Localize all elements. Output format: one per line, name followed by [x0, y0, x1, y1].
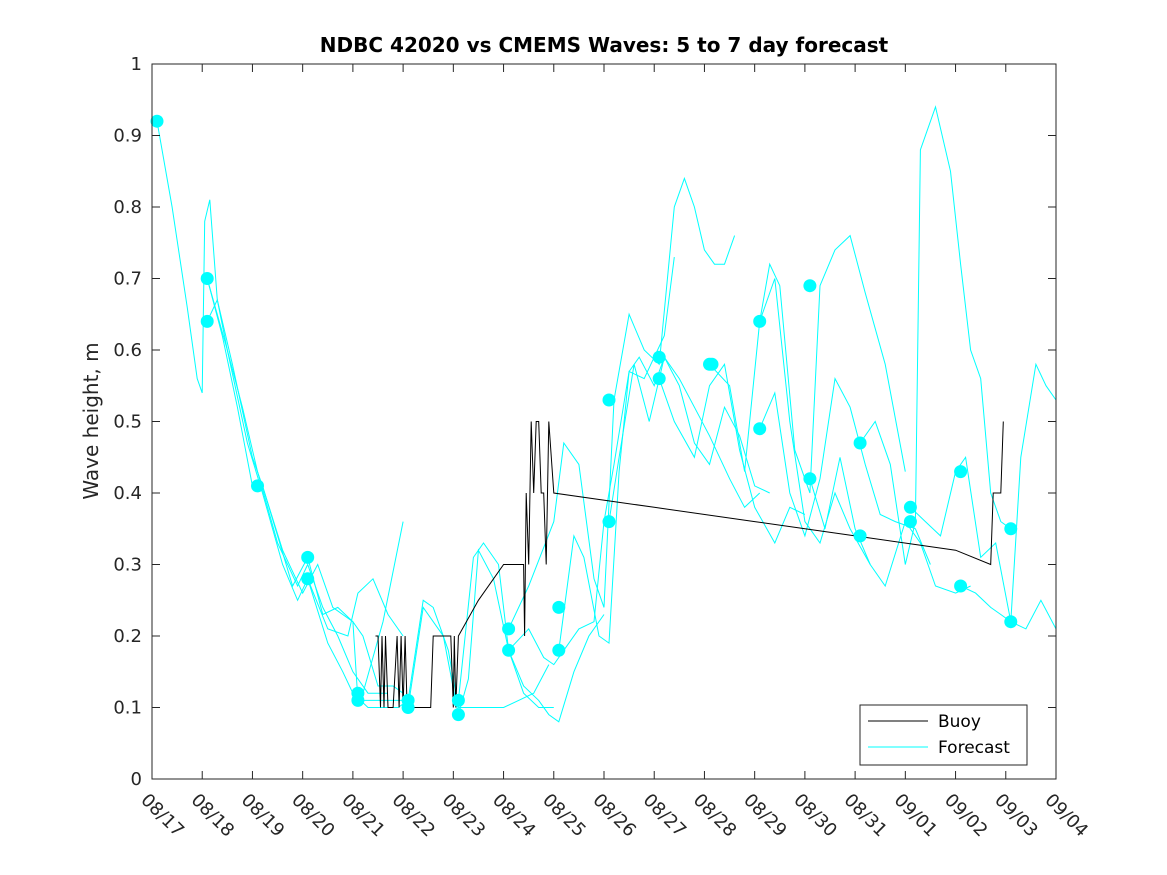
forecast-start-marker — [301, 572, 315, 586]
forecast-start-marker — [552, 600, 566, 614]
y-tick-label: 0.3 — [113, 555, 142, 576]
forecast-start-marker — [753, 314, 767, 328]
data-layer — [150, 105, 1057, 723]
legend-box — [859, 704, 1028, 766]
forecast-start-marker — [903, 500, 917, 514]
legend: Buoy Forecast — [859, 704, 1028, 766]
forecast-start-marker — [753, 422, 767, 436]
forecast-start-marker — [451, 693, 465, 707]
forecast-start-marker — [200, 314, 214, 328]
forecast-start-marker — [502, 622, 516, 636]
y-axis-label: Wave height, m — [79, 342, 103, 499]
y-tick-label: 1 — [131, 54, 142, 75]
forecast-start-marker — [251, 479, 264, 493]
y-tick-label: 0.7 — [113, 269, 142, 290]
forecast-line-17 — [809, 457, 971, 594]
y-tick-label: 0.8 — [113, 197, 142, 218]
forecast-start-marker — [803, 279, 817, 293]
forecast-start-marker — [954, 465, 968, 479]
forecast-line-11 — [558, 356, 761, 651]
y-tick-label: 0.6 — [113, 340, 142, 361]
forecast-start-marker — [954, 579, 968, 593]
forecast-line-14 — [709, 278, 871, 565]
forecast-start-marker — [502, 643, 516, 657]
forecast-start-marker — [1004, 615, 1018, 629]
forecast-start-marker — [1004, 522, 1018, 536]
legend-buoy-label: Buoy — [938, 712, 981, 732]
forecast-line-1 — [156, 121, 388, 694]
forecast-start-marker — [705, 357, 719, 371]
buoy-line — [375, 421, 1004, 708]
chart-title: NDBC 42020 vs CMEMS Waves: 5 to 7 day fo… — [320, 33, 889, 57]
y-tick-label: 0.2 — [113, 626, 142, 647]
y-tick-label: 0 — [131, 769, 142, 790]
plot-area — [152, 64, 1056, 779]
forecast-start-marker — [200, 272, 214, 285]
forecast-start-marker — [552, 643, 566, 657]
legend-forecast-label: Forecast — [938, 738, 1010, 758]
forecast-line-15 — [759, 234, 906, 494]
y-tick-label: 0.1 — [113, 698, 142, 719]
forecast-start-marker — [301, 550, 315, 564]
forecast-start-marker — [602, 393, 616, 407]
forecast-start-marker — [803, 472, 817, 486]
forecast-line-9 — [508, 257, 675, 666]
y-tick-label: 0.9 — [113, 126, 142, 147]
forecast-line-12 — [608, 355, 770, 522]
forecast-start-marker — [351, 693, 365, 707]
forecast-start-marker — [853, 529, 867, 543]
forecast-line-10 — [508, 176, 736, 630]
forecast-start-marker — [652, 350, 666, 364]
forecast-start-marker — [150, 114, 164, 128]
forecast-start-marker — [853, 436, 867, 450]
forecast-line-18 — [859, 105, 1012, 565]
forecast-start-marker — [451, 708, 465, 722]
forecast-line-19 — [910, 455, 1057, 630]
forecast-start-marker — [903, 515, 917, 529]
forecast-start-marker — [602, 515, 616, 529]
forecast-start-marker — [401, 701, 415, 714]
y-tick-label: 0.5 — [113, 412, 142, 433]
y-tick-label: 0.4 — [113, 483, 142, 504]
forecast-line-8 — [457, 542, 605, 723]
forecast-start-marker — [652, 372, 666, 386]
